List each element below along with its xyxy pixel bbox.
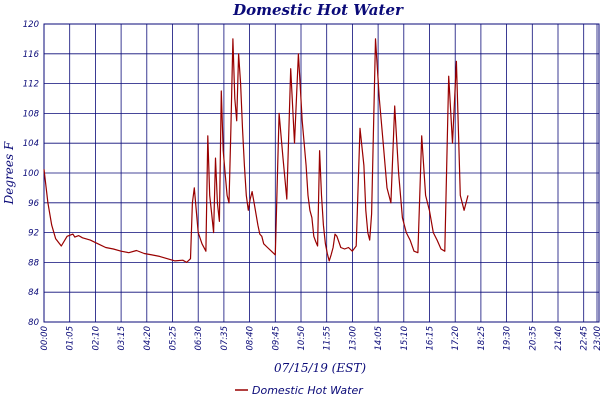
x-tick-label: 16:15	[426, 326, 436, 351]
x-tick-label: 19:30	[503, 326, 513, 351]
y-axis-title: Degrees F	[2, 141, 16, 205]
x-tick-label: 21:40	[554, 326, 564, 351]
x-tick-label: 09:45	[271, 326, 281, 351]
y-tick-label: 84	[28, 288, 39, 298]
x-tick-label: 13:00	[348, 326, 358, 351]
legend-label: Domestic Hot Water	[252, 384, 364, 397]
y-tick-label: 112	[23, 80, 39, 90]
x-tick-label: 17:20	[451, 326, 461, 351]
y-tick-label: 104	[23, 139, 39, 149]
x-tick-label: 15:10	[400, 326, 410, 351]
x-tick-label: 03:15	[117, 326, 127, 351]
y-tick-label: 92	[28, 229, 39, 239]
x-tick-label: 05:25	[169, 326, 179, 351]
grid	[43, 23, 599, 323]
x-tick-label: 11:55	[323, 326, 333, 351]
x-tick-label: 04:20	[143, 326, 153, 351]
x-tick-labels: 00:00 01:05 02:10 03:15 04:20 05:25 06:30 07:35…	[40, 326, 600, 351]
y-tick-label: 116	[23, 50, 40, 60]
x-tick-label: 14:05	[374, 326, 384, 351]
x-axis-title: 07/15/19 (EST)	[274, 361, 366, 375]
series-group	[43, 38, 469, 263]
x-tick-label: 10:50	[297, 326, 307, 351]
x-tick-label: 07:35	[220, 326, 230, 351]
series-line-domestic-hot-water	[43, 38, 469, 263]
y-tick-label: 120	[23, 20, 39, 30]
x-tick-label: 22:45	[580, 326, 590, 351]
chart-title: Domestic Hot Water	[232, 1, 404, 19]
y-tick-labels: 80 84 88 92 96 100 104 108 112 116 120	[23, 20, 40, 328]
x-tick-label: 06:30	[194, 326, 204, 351]
x-tick-label: 18:25	[477, 326, 487, 351]
legend: Domestic Hot Water	[235, 384, 364, 397]
y-tick-label: 100	[23, 169, 39, 179]
y-tick-label: 96	[28, 199, 39, 209]
x-tick-label: 02:10	[91, 326, 101, 351]
y-tick-label: 108	[23, 109, 40, 119]
y-tick-label: 88	[28, 258, 39, 268]
x-tick-label: 01:05	[66, 326, 76, 351]
x-tick-label: 23:00	[593, 326, 600, 351]
x-tick-label: 20:35	[528, 326, 538, 351]
x-tick-label: 08:40	[246, 326, 256, 351]
x-tick-label: 00:00	[40, 326, 50, 351]
y-tick-label: 80	[28, 318, 39, 328]
